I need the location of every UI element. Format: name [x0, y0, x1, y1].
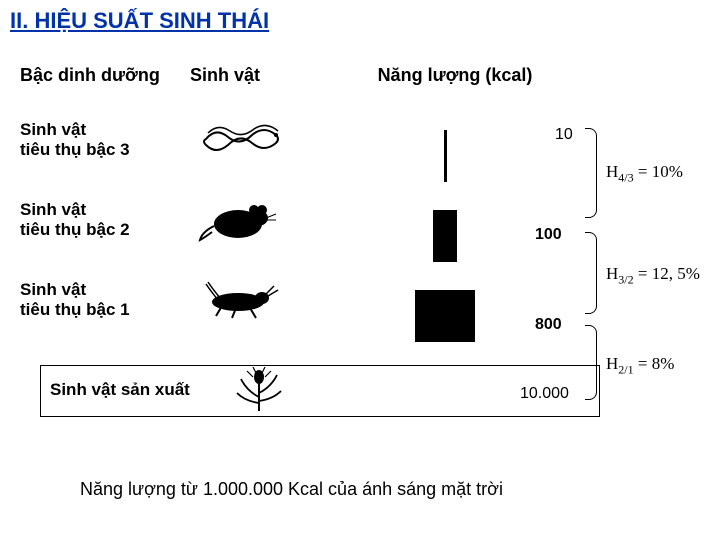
eff-32-val: = 12, 5%	[634, 264, 700, 283]
eff-43-sub: 4/3	[618, 170, 633, 184]
level-3-label-b: tiêu thụ bậc 3	[20, 140, 190, 160]
eff-32-h: H	[606, 264, 618, 283]
bar-level-3	[444, 130, 447, 182]
bracket-21	[585, 325, 597, 400]
energy-level-1: 800	[535, 316, 562, 334]
efficiency-43: H4/3 = 10%	[606, 162, 683, 185]
column-headers: Bậc dinh dưỡng Sinh vật Năng lượng (kcal…	[20, 65, 600, 86]
eff-21-sub: 2/1	[618, 362, 633, 376]
header-organism: Sinh vật	[190, 65, 310, 86]
eff-43-h: H	[606, 162, 618, 181]
level-2-label-a: Sinh vật	[20, 200, 190, 220]
eff-21-val: = 8%	[634, 354, 675, 373]
level-2-label-b: tiêu thụ bậc 2	[20, 220, 190, 240]
energy-level-3: 10	[555, 126, 573, 144]
eff-32-sub: 3/2	[618, 272, 633, 286]
diagram-caption: Năng lượng từ 1.000.000 Kcal của ánh sán…	[80, 479, 503, 500]
snake-icon	[190, 119, 290, 161]
grasshopper-icon	[190, 280, 290, 320]
level-2-label: Sinh vật tiêu thụ bậc 2	[20, 200, 190, 241]
level-3-label-a: Sinh vật	[20, 120, 190, 140]
producer-label: Sinh vật sản xuất	[50, 380, 210, 400]
rat-icon	[190, 196, 290, 244]
trophic-level-1: Sinh vật tiêu thụ bậc 1	[20, 270, 290, 330]
bar-level-1	[415, 290, 475, 342]
level-1-label-b: tiêu thụ bậc 1	[20, 300, 190, 320]
energy-level-2: 100	[535, 226, 562, 244]
bracket-32	[585, 232, 597, 314]
trophic-level-3: Sinh vật tiêu thụ bậc 3	[20, 110, 290, 170]
producer-level: Sinh vật sản xuất	[50, 360, 310, 420]
energy-producer: 10.000	[520, 385, 569, 403]
level-1-label-a: Sinh vật	[20, 280, 190, 300]
header-energy: Năng lượng (kcal)	[310, 65, 600, 86]
trophic-level-2: Sinh vật tiêu thụ bậc 2	[20, 190, 290, 250]
efficiency-21: H2/1 = 8%	[606, 354, 674, 377]
level-1-label: Sinh vật tiêu thụ bậc 1	[20, 280, 190, 321]
eff-21-h: H	[606, 354, 618, 373]
header-level: Bậc dinh dưỡng	[20, 65, 190, 86]
level-3-label: Sinh vật tiêu thụ bậc 3	[20, 120, 190, 161]
bracket-43	[585, 128, 597, 218]
energy-pyramid	[290, 110, 600, 470]
eff-43-val: = 10%	[634, 162, 683, 181]
bar-level-2	[433, 210, 457, 262]
efficiency-32: H3/2 = 12, 5%	[606, 264, 700, 287]
section-title: II. HIỆU SUẤT SINH THÁI	[10, 8, 269, 34]
